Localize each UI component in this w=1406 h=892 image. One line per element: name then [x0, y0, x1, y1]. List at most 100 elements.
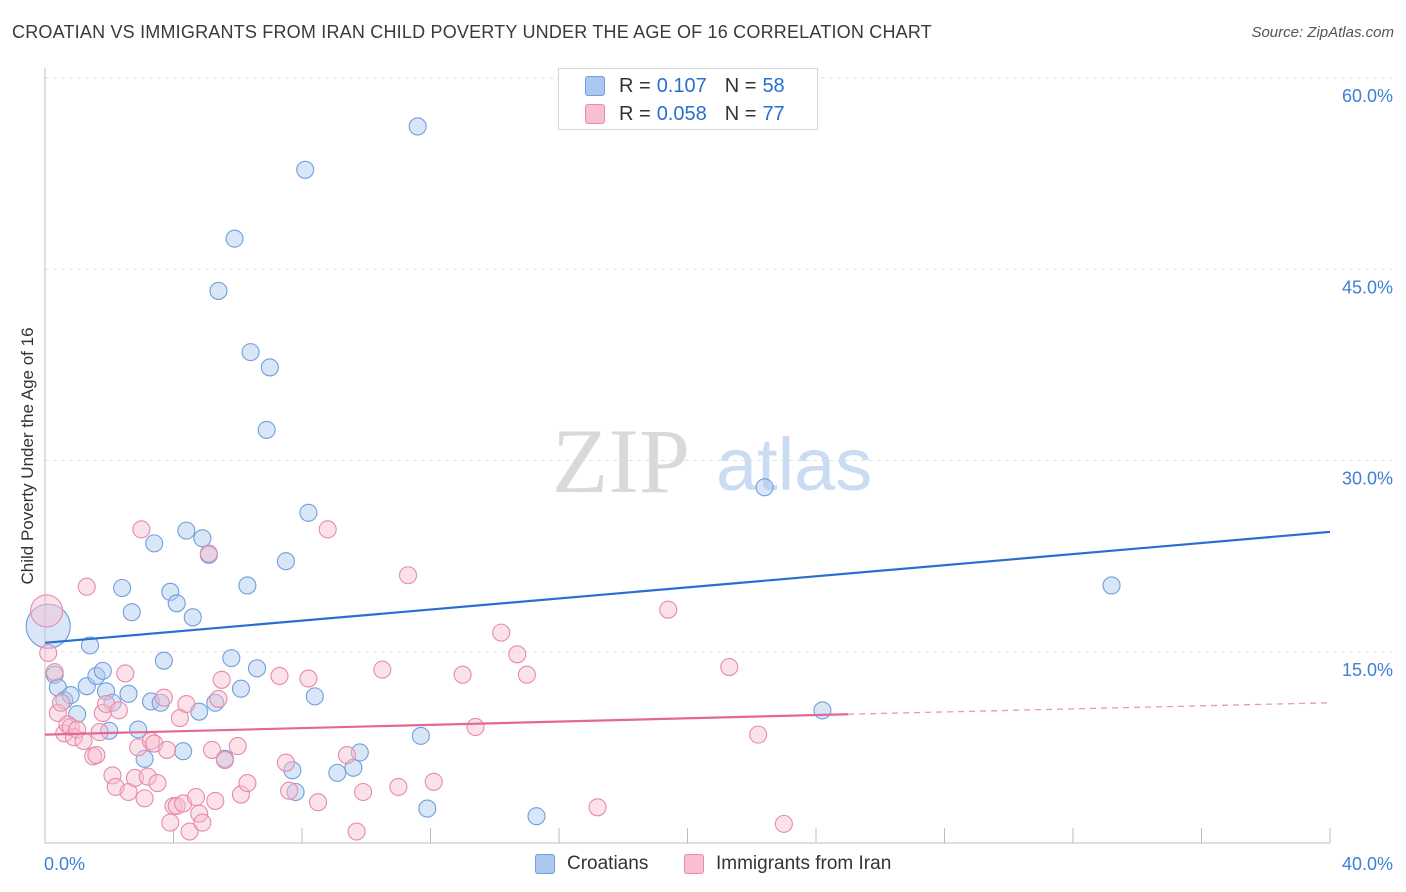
croatians-point — [305, 687, 324, 706]
iran-point — [453, 665, 472, 684]
iran-point — [154, 688, 173, 707]
legend-n-label: N = — [724, 102, 757, 125]
iran-point — [720, 657, 739, 677]
iran-point — [398, 566, 418, 585]
iran-point — [588, 798, 607, 817]
legend-swatch-iran — [585, 104, 605, 124]
trend-lines — [44, 530, 1331, 736]
iran-point — [209, 689, 228, 708]
croatians-point — [299, 503, 318, 522]
iran-point — [774, 814, 793, 833]
iran-point — [508, 645, 527, 664]
x-tick-label-max: 40.0% — [1342, 854, 1393, 874]
iran-point — [116, 664, 135, 683]
iran-point — [353, 782, 373, 802]
iran-point — [212, 670, 231, 689]
iran-point — [492, 623, 511, 642]
iran-point — [158, 740, 177, 759]
legend-swatch-croatians — [585, 76, 605, 96]
croatians-point — [93, 661, 112, 680]
iran-point — [125, 768, 144, 788]
croatians-point — [151, 693, 170, 712]
croatians-point — [96, 682, 116, 701]
iran-point — [749, 725, 768, 744]
croatians-point — [129, 720, 148, 739]
croatians-point — [183, 608, 202, 627]
iran-point — [228, 737, 247, 756]
iran-trend-extension — [848, 702, 1331, 715]
iran-point — [39, 643, 58, 663]
iran-point — [659, 600, 678, 619]
legend-r-value: 0.107 — [656, 74, 707, 97]
iran-point — [135, 789, 154, 808]
iran-point — [517, 665, 536, 684]
croatians-trend-line — [44, 530, 1331, 644]
iran-trend-line — [44, 713, 849, 736]
croatians-point — [241, 343, 260, 362]
tick-labels: 15.0% 30.0% 45.0% 60.0% 0.0% 40.0% — [44, 86, 1393, 874]
iran-point — [87, 745, 106, 765]
iran-point — [389, 777, 408, 796]
croatians-point — [1102, 576, 1121, 595]
iran-point — [231, 785, 251, 804]
source-label: Source: ZipAtlas.com — [1251, 24, 1394, 41]
iran-point — [148, 774, 167, 793]
bottom-legend-swatch-croatians — [535, 854, 555, 874]
croatians-point — [328, 763, 347, 782]
croatians-point — [145, 534, 164, 553]
iran-point — [52, 693, 71, 712]
croatians-point — [119, 684, 138, 703]
y-tick-label: 60.0% — [1342, 86, 1393, 106]
croatians-point — [177, 521, 196, 540]
iran-point — [206, 791, 225, 810]
croatians-point — [209, 281, 228, 300]
iran-point — [177, 694, 196, 714]
iran-point — [138, 767, 157, 786]
watermark: ZIP atlas — [552, 410, 872, 512]
croatians-point — [135, 749, 154, 768]
y-tick-label: 45.0% — [1342, 277, 1393, 297]
iran-point — [215, 751, 234, 770]
watermark-atlas: atlas — [716, 423, 872, 506]
legend: R = 0.107 N = 58 R = 0.058 N = 77 — [558, 68, 818, 130]
croatians-point — [80, 636, 100, 655]
croatians-point — [418, 799, 437, 818]
bottom-legend-label: Croatians — [567, 853, 649, 874]
croatians-point — [755, 478, 774, 497]
croatians-point — [222, 649, 241, 668]
legend-n-label: N = — [724, 74, 757, 97]
iran-point — [203, 740, 222, 759]
axes — [44, 68, 1331, 844]
iran-point — [186, 788, 206, 807]
iran-point — [337, 745, 357, 765]
legend-r-label: R = — [619, 74, 651, 97]
iran-point — [309, 793, 328, 812]
croatians-point — [286, 782, 305, 802]
croatians-point — [193, 529, 212, 548]
croatians-point — [296, 160, 315, 179]
croatians-point — [113, 578, 132, 598]
croatians-point — [25, 603, 71, 649]
iran-point — [424, 772, 443, 791]
x-tick-label-min: 0.0% — [44, 854, 85, 874]
bottom-legend-iran: Immigrants from Iran — [684, 852, 891, 876]
croatians-point — [238, 576, 257, 595]
bottom-legend-croatians: Croatians — [535, 852, 648, 876]
croatians-point — [231, 679, 251, 698]
croatians-point — [225, 229, 244, 248]
iran-point — [373, 660, 392, 679]
legend-r-label: R = — [619, 102, 651, 125]
iran-point — [270, 666, 289, 686]
croatians-point — [174, 742, 193, 761]
croatians-point — [167, 594, 186, 613]
croatians-point — [276, 552, 295, 571]
iran-point — [347, 822, 366, 841]
iran-point — [45, 663, 64, 682]
iran-point — [238, 774, 257, 793]
watermark-zip: ZIP — [552, 410, 690, 512]
croatians-point — [122, 603, 141, 622]
croatians-point — [411, 726, 430, 745]
bottom-legend-swatch-iran — [684, 854, 704, 874]
iran-point — [280, 781, 299, 800]
